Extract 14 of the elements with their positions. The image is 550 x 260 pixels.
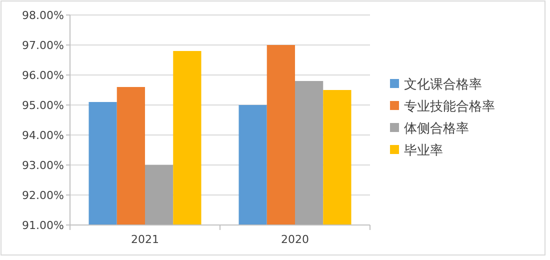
y-tick-label: 94.00% xyxy=(22,128,64,142)
legend-label: 文化课合格率 xyxy=(404,76,482,93)
x-tick-label: 2020 xyxy=(281,233,309,246)
y-tick-label: 95.00% xyxy=(22,98,64,112)
y-tick-label: 97.00% xyxy=(22,38,64,52)
legend-label: 毕业率 xyxy=(404,142,443,159)
x-tick-label: 2021 xyxy=(131,233,159,246)
y-tick-label: 93.00% xyxy=(22,158,64,172)
y-tick-label: 98.00% xyxy=(22,8,64,22)
legend-label: 体侧合格率 xyxy=(404,120,469,137)
y-tick-label: 92.00% xyxy=(22,188,64,202)
legend-label: 专业技能合格率 xyxy=(404,98,495,115)
y-tick-label: 91.00% xyxy=(22,218,64,232)
y-tick-label: 96.00% xyxy=(22,68,64,82)
